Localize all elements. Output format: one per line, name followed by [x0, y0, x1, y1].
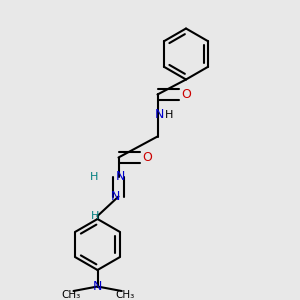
- Text: H: H: [91, 211, 99, 221]
- Text: N: N: [115, 170, 125, 184]
- Text: N: N: [111, 190, 120, 203]
- Text: H: H: [90, 172, 99, 182]
- Text: O: O: [142, 151, 152, 164]
- Text: CH₃: CH₃: [115, 290, 134, 300]
- Text: H: H: [165, 110, 174, 121]
- Text: N: N: [154, 107, 164, 121]
- Text: N: N: [93, 280, 102, 293]
- Text: O: O: [181, 88, 191, 101]
- Text: CH₃: CH₃: [61, 290, 80, 300]
